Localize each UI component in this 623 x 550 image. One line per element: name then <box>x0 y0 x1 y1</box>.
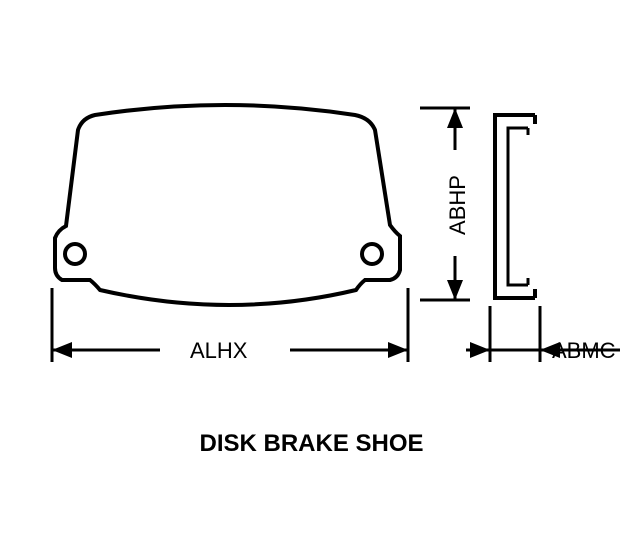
technical-drawing <box>0 0 623 545</box>
brake-shoe-front-view <box>55 105 400 305</box>
diagram-canvas: ALHX ABHP ABMC DISK BRAKE SHOE <box>0 0 623 545</box>
diagram-title: DISK BRAKE SHOE <box>0 430 623 458</box>
mounting-hole-left <box>65 244 85 264</box>
mounting-hole-right <box>362 244 382 264</box>
label-abhp: ABHP <box>445 175 471 235</box>
label-abmc: ABMC <box>552 338 616 364</box>
label-alhx: ALHX <box>190 338 247 364</box>
brake-shoe-side-view <box>495 115 535 298</box>
